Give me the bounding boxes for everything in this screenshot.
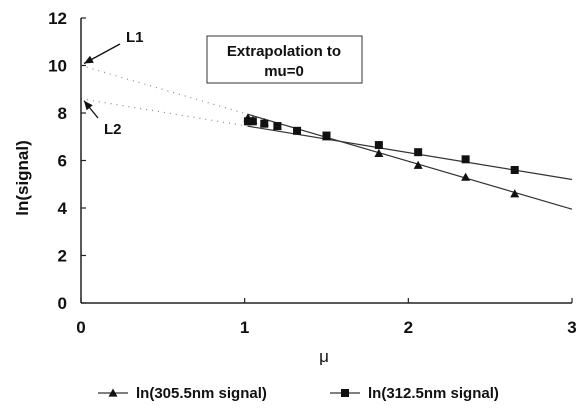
x-tick-label: 3 [567,318,576,337]
annotation-box-line-1: Extrapolation to [227,43,341,60]
series-1-point [374,148,384,157]
legend-label: ln(305.5nm signal) [136,385,267,402]
annotation-box [206,35,363,84]
series-2-point [273,122,282,131]
series-1-point [510,189,520,198]
series-2-point [414,148,423,157]
legend-label: ln(312.5nm signal) [368,385,499,402]
annotation-arrowhead [84,55,94,64]
series-2-extrapolation [80,98,249,127]
y-tick-label: 0 [58,294,67,313]
series-1-fit-line [247,113,573,210]
x-axis-label: μ [319,347,329,366]
x-tick-label: 2 [404,318,413,337]
annotation-box-line-2: mu=0 [264,63,304,80]
legend-marker-triangle [108,388,118,397]
series-2-point [461,155,470,164]
y-tick-label: 6 [58,152,67,171]
series-2-point [248,117,257,126]
legend-marker-square [341,389,349,397]
annotation-label: L1 [126,29,144,46]
series-1-extrapolation [80,64,249,115]
y-tick-label: 2 [58,247,67,266]
series-1-point [461,172,471,181]
series-2-point [243,117,252,126]
legend: ln(305.5nm signal) ln(312.5nm signal) [98,385,499,402]
series-2-point [322,131,331,140]
y-tick-label: 4 [58,199,68,218]
y-tick-label: 12 [48,9,67,28]
series-2-point [260,119,269,128]
marks-layer [243,113,520,198]
series-2-point [293,126,302,135]
y-axis-label: ln(signal) [13,140,32,216]
annotations-layer: L1 L2 [83,29,144,138]
annotation-label: L2 [104,121,122,138]
series-2-point [374,141,383,150]
x-tick-label: 1 [240,318,249,337]
y-tick-label: 8 [58,104,67,123]
series-1-point [413,160,423,169]
annotation-arrowhead [84,100,93,111]
series-2-point [510,166,519,174]
x-tick-label: 0 [76,318,85,337]
y-tick-label: 10 [48,57,67,76]
